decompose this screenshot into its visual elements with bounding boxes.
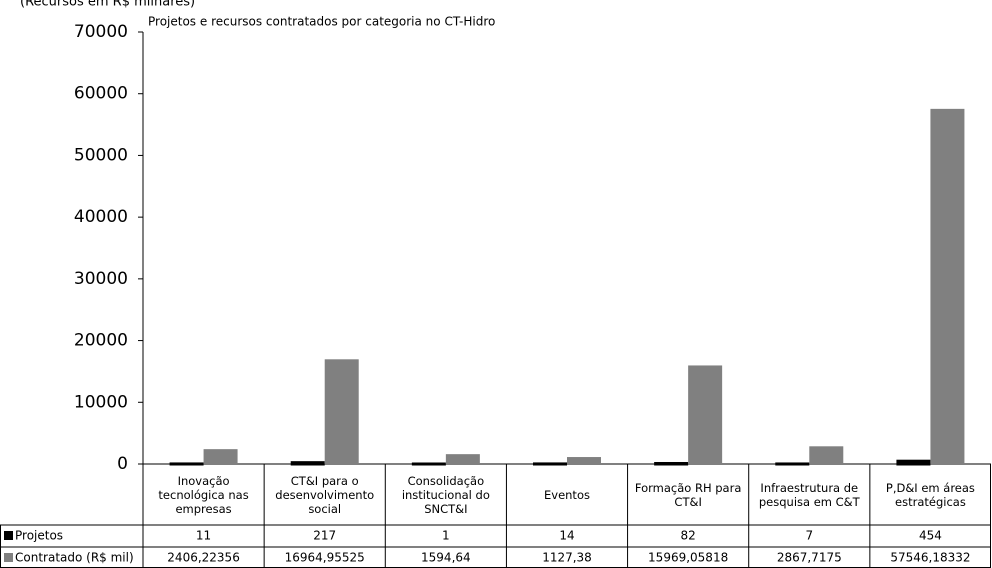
x-tick-label-box: CT&I para o desenvolvimento social <box>275 473 375 516</box>
bar <box>654 461 689 466</box>
value-label: 1127,38 <box>542 551 592 565</box>
bar <box>411 462 446 466</box>
bar <box>567 457 601 464</box>
y-tick-label: 0 <box>117 454 128 474</box>
y-tick-label: 50000 <box>74 145 128 165</box>
y-tick-label: 10000 <box>74 392 128 412</box>
legend-label: Contratado (R$ mil) <box>15 551 134 565</box>
legend-label: Projetos <box>15 529 63 543</box>
value-label: 1594,64 <box>421 551 471 565</box>
x-tick-label: P,D&I em áreas estratégicas <box>885 480 975 509</box>
x-tick-label: Infraestrutura de pesquisa em C&T <box>758 480 860 509</box>
bar <box>809 446 844 464</box>
x-tick-label-box: Consolidação institucional do SNCT&I <box>401 473 490 516</box>
x-tick-label: Formação RH para CT&I <box>634 480 742 509</box>
value-label: 7 <box>805 529 813 543</box>
bar <box>290 461 325 466</box>
value-label: 82 <box>681 529 696 543</box>
value-label: 2867,7175 <box>777 551 842 565</box>
x-tick-label-box: Infraestrutura de pesquisa em C&T <box>758 480 860 509</box>
y-tick-label: 30000 <box>74 269 128 289</box>
bar <box>688 365 723 464</box>
y-tick-label: 60000 <box>74 84 128 104</box>
bar <box>896 459 931 466</box>
value-label: 14 <box>559 529 574 543</box>
x-tick-label-box: Formação RH para CT&I <box>634 480 742 509</box>
bar <box>324 359 359 464</box>
value-label: 15969,05818 <box>648 551 728 565</box>
chart-subtitle: (Recursos em R$ milhares) <box>20 0 195 10</box>
bar <box>169 462 204 466</box>
bar <box>203 449 238 464</box>
value-label: 454 <box>919 529 942 543</box>
y-tick-label: 70000 <box>74 22 128 42</box>
x-tick-label: Consolidação institucional do SNCT&I <box>401 473 490 516</box>
bar <box>533 462 567 466</box>
value-label: 217 <box>313 529 336 543</box>
x-tick-label: Inovação tecnológica nas empresas <box>158 473 249 516</box>
y-tick-label: 40000 <box>74 207 128 227</box>
value-label: 57546,18332 <box>890 551 970 565</box>
x-tick-label: CT&I para o desenvolvimento social <box>275 473 375 516</box>
bar <box>775 462 810 466</box>
legend-key <box>4 553 13 562</box>
value-label: 11 <box>196 529 211 543</box>
y-tick-label: 20000 <box>74 331 128 351</box>
x-tick-label-box: Inovação tecnológica nas empresas <box>158 473 249 516</box>
value-label: 16964,95525 <box>285 551 365 565</box>
value-label: 2406,22356 <box>167 551 240 565</box>
x-tick-label-box: P,D&I em áreas estratégicas <box>885 480 975 509</box>
legend-key <box>4 531 13 540</box>
bar <box>445 454 480 464</box>
bar <box>930 108 965 464</box>
x-tick-label: Eventos <box>544 487 590 502</box>
x-tick-label-box: Eventos <box>544 487 590 502</box>
chart-title: Projetos e recursos contratados por cate… <box>148 15 495 29</box>
value-label: 1 <box>442 529 450 543</box>
